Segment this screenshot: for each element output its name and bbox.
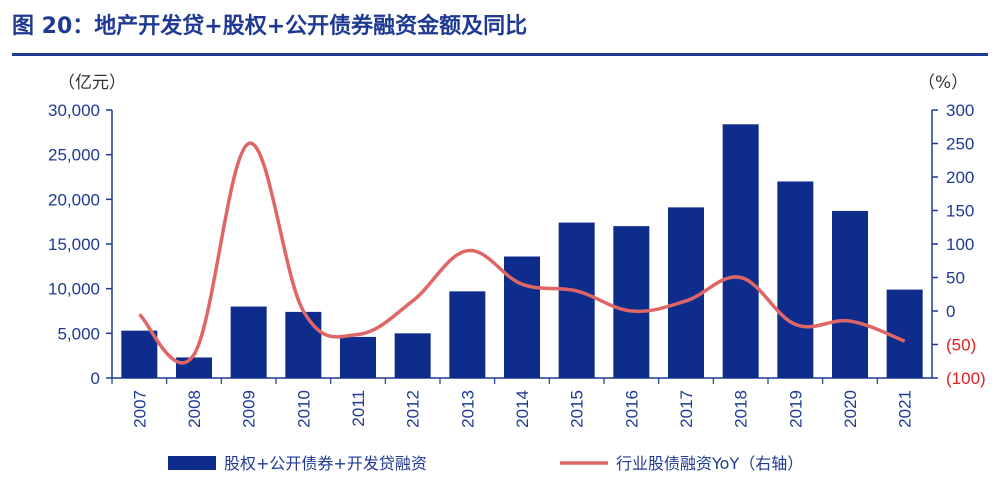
right-axis-tick-label: (50) (946, 336, 976, 355)
bar-series (121, 124, 923, 378)
legend-label-bar: 股权+公开债券+开发贷融资 (224, 454, 427, 473)
x-axis-tick-label: 2019 (786, 390, 805, 428)
bar (668, 207, 704, 378)
right-axis-unit: （%） (918, 73, 968, 93)
x-axis-tick-label: 2008 (185, 390, 204, 428)
bar (558, 222, 595, 378)
right-axis-tick-label: 300 (946, 101, 974, 120)
chart-title: 图 20：地产开发贷+股权+公开债券融资金额及同比 (12, 14, 528, 39)
x-axis-tick-label: 2018 (732, 390, 751, 428)
right-axis-tick-label: 100 (946, 235, 974, 254)
left-axis-unit: （亿元） (58, 73, 126, 93)
legend-swatch-bar (168, 456, 216, 470)
legend: 股权+公开债券+开发贷融资 行业股债融资YoY（右轴） (168, 454, 803, 473)
x-axis-tick-label: 2010 (294, 390, 313, 428)
x-axis-tick-label: 2020 (841, 390, 860, 428)
yoy-line (138, 141, 906, 365)
bar (176, 357, 212, 378)
x-axis-tick-label: 2011 (349, 390, 368, 427)
bar (613, 226, 650, 378)
right-axis-tick-label: (100) (946, 369, 986, 388)
bar (777, 181, 814, 378)
left-axis-tick-label: 5,000 (57, 324, 100, 343)
bar (285, 311, 322, 378)
right-axis-tick-label: 200 (946, 168, 974, 187)
bar (886, 289, 923, 378)
left-axis-tick-label: 10,000 (48, 280, 100, 299)
bar (832, 210, 868, 378)
left-axis-tick-label: 20,000 (48, 190, 100, 209)
x-axis-tick-label: 2012 (404, 390, 423, 428)
bar (722, 124, 759, 378)
x-axis-tick-label: 2021 (896, 390, 915, 428)
left-axis-tick-label: 0 (91, 369, 100, 388)
line-series (138, 141, 906, 365)
left-axis-tick-label: 30,000 (48, 101, 100, 120)
right-axis-tick-label: 150 (946, 202, 974, 221)
bar (121, 330, 158, 378)
title-bar: 图 20：地产开发贷+股权+公开债券融资金额及同比 (12, 12, 988, 56)
legend-label-line: 行业股债融资YoY（右轴） (616, 454, 803, 473)
right-axis-tick-label: 0 (946, 302, 955, 321)
x-axis-tick-label: 2017 (677, 390, 696, 428)
x-axis-tick-label: 2013 (458, 390, 477, 428)
left-axis-tick-label: 25,000 (48, 146, 100, 165)
x-axis-tick-label: 2015 (568, 390, 587, 428)
bar (394, 333, 431, 378)
left-axis-tick-label: 15,000 (48, 235, 100, 254)
x-axis-tick-label: 2016 (622, 390, 641, 428)
x-axis-tick-label: 2007 (130, 390, 149, 428)
right-axis-tick-label: 250 (946, 135, 974, 154)
x-axis-tick-label: 2009 (240, 390, 259, 428)
right-axis-tick-label: 50 (946, 269, 965, 288)
bar (340, 336, 376, 378)
x-axis-tick-label: 2014 (513, 390, 532, 428)
tick-labels: 0 5,000 10,000 15,000 20,000 25,000 30,000 （亿元）… (48, 73, 986, 428)
bar (230, 306, 267, 378)
bar (449, 291, 486, 378)
